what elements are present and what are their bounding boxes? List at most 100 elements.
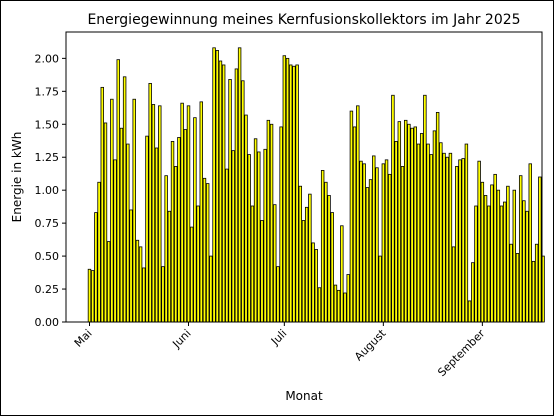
bar bbox=[266, 119, 271, 323]
bar bbox=[330, 212, 334, 323]
bar bbox=[400, 166, 405, 323]
bar bbox=[292, 65, 296, 323]
y-tick-label: 0.25 bbox=[35, 283, 60, 296]
bar bbox=[314, 249, 318, 323]
bar bbox=[359, 160, 363, 323]
bar bbox=[534, 243, 539, 323]
bar bbox=[352, 126, 357, 323]
bar bbox=[340, 225, 344, 323]
bar bbox=[234, 68, 239, 323]
bar bbox=[106, 241, 111, 323]
bar bbox=[151, 104, 156, 323]
y-tick-label: 2.00 bbox=[35, 52, 60, 65]
bar bbox=[116, 59, 120, 323]
y-tick-label: 1.25 bbox=[35, 151, 60, 164]
bar bbox=[97, 181, 101, 323]
bar bbox=[247, 154, 251, 323]
bar bbox=[170, 141, 175, 323]
bar bbox=[480, 181, 485, 323]
bar bbox=[487, 205, 491, 323]
bar bbox=[419, 133, 424, 323]
x-tick-label: Juli bbox=[268, 327, 289, 348]
bar bbox=[225, 168, 229, 323]
x-tick-label: September bbox=[435, 327, 488, 380]
bar bbox=[221, 64, 226, 323]
bar bbox=[320, 170, 325, 323]
bar bbox=[269, 123, 274, 323]
bar bbox=[531, 260, 536, 323]
bar bbox=[391, 94, 395, 323]
bar bbox=[375, 167, 379, 323]
bar bbox=[448, 152, 453, 323]
bar bbox=[273, 204, 277, 323]
bar bbox=[397, 121, 402, 323]
bar bbox=[158, 105, 162, 323]
bar bbox=[110, 98, 114, 323]
x-axis-ticks: Mai Juni Juli August September bbox=[72, 322, 488, 379]
bar bbox=[244, 114, 248, 323]
bar bbox=[186, 105, 191, 323]
bar bbox=[349, 110, 354, 323]
bar bbox=[378, 255, 382, 323]
bar bbox=[499, 205, 504, 323]
bar bbox=[467, 300, 472, 323]
bar bbox=[381, 163, 386, 323]
bar bbox=[429, 154, 433, 323]
bar bbox=[458, 159, 462, 323]
plot-area bbox=[65, 31, 543, 323]
bar bbox=[161, 266, 165, 323]
bar bbox=[336, 289, 341, 323]
bar bbox=[477, 160, 481, 323]
bar bbox=[538, 176, 542, 323]
bar bbox=[413, 126, 418, 323]
bar bbox=[145, 135, 149, 323]
y-axis-ticks: 0.00 0.25 0.50 0.75 1.00 1.25 1.50 1.75 2.00 bbox=[35, 52, 66, 329]
bar bbox=[423, 94, 427, 323]
bar bbox=[346, 274, 350, 323]
bar bbox=[432, 130, 437, 323]
bar bbox=[304, 206, 309, 323]
chart-title: Energiegewinnung meines Kernfusionskolle… bbox=[87, 12, 520, 28]
bar bbox=[215, 50, 219, 323]
bar bbox=[410, 127, 414, 323]
bar bbox=[257, 151, 261, 323]
bar bbox=[362, 163, 366, 323]
bar bbox=[180, 102, 184, 323]
bar-series bbox=[87, 47, 545, 323]
bar bbox=[241, 80, 245, 323]
bar bbox=[439, 142, 443, 323]
bar bbox=[356, 105, 360, 323]
x-tick-label: Juni bbox=[169, 327, 193, 351]
bar bbox=[289, 64, 293, 323]
y-tick-label: 0.00 bbox=[35, 316, 60, 329]
bar bbox=[282, 55, 287, 323]
bar bbox=[324, 181, 328, 323]
bar bbox=[525, 210, 529, 323]
bar bbox=[451, 246, 456, 323]
bar bbox=[263, 148, 267, 323]
bar bbox=[138, 246, 143, 323]
bar bbox=[528, 163, 532, 323]
bar bbox=[154, 147, 159, 323]
bar bbox=[327, 195, 331, 323]
x-tick-label: Mai bbox=[72, 327, 95, 350]
bar bbox=[384, 159, 389, 323]
x-tick-label: August bbox=[352, 326, 389, 363]
bar bbox=[237, 47, 242, 323]
y-tick-label: 0.75 bbox=[35, 217, 60, 230]
bar bbox=[403, 119, 408, 323]
bar bbox=[518, 175, 523, 323]
bar bbox=[250, 205, 255, 323]
bar bbox=[103, 122, 108, 323]
bar bbox=[333, 284, 338, 323]
y-axis-label: Energie in kWh bbox=[10, 132, 24, 223]
bar bbox=[276, 266, 280, 323]
bar bbox=[365, 187, 370, 323]
bar bbox=[126, 143, 130, 323]
bar bbox=[148, 83, 152, 323]
bar bbox=[308, 193, 312, 323]
bar bbox=[209, 255, 213, 323]
bar bbox=[193, 117, 197, 323]
bar bbox=[490, 184, 494, 323]
bar bbox=[218, 60, 223, 323]
